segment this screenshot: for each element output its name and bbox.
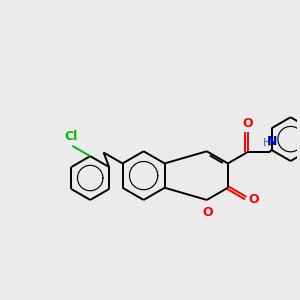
Text: O: O bbox=[243, 117, 254, 130]
Text: H: H bbox=[262, 138, 271, 148]
Text: O: O bbox=[203, 206, 213, 219]
Text: N: N bbox=[267, 135, 277, 148]
Text: Cl: Cl bbox=[64, 130, 78, 143]
Text: O: O bbox=[249, 193, 260, 206]
